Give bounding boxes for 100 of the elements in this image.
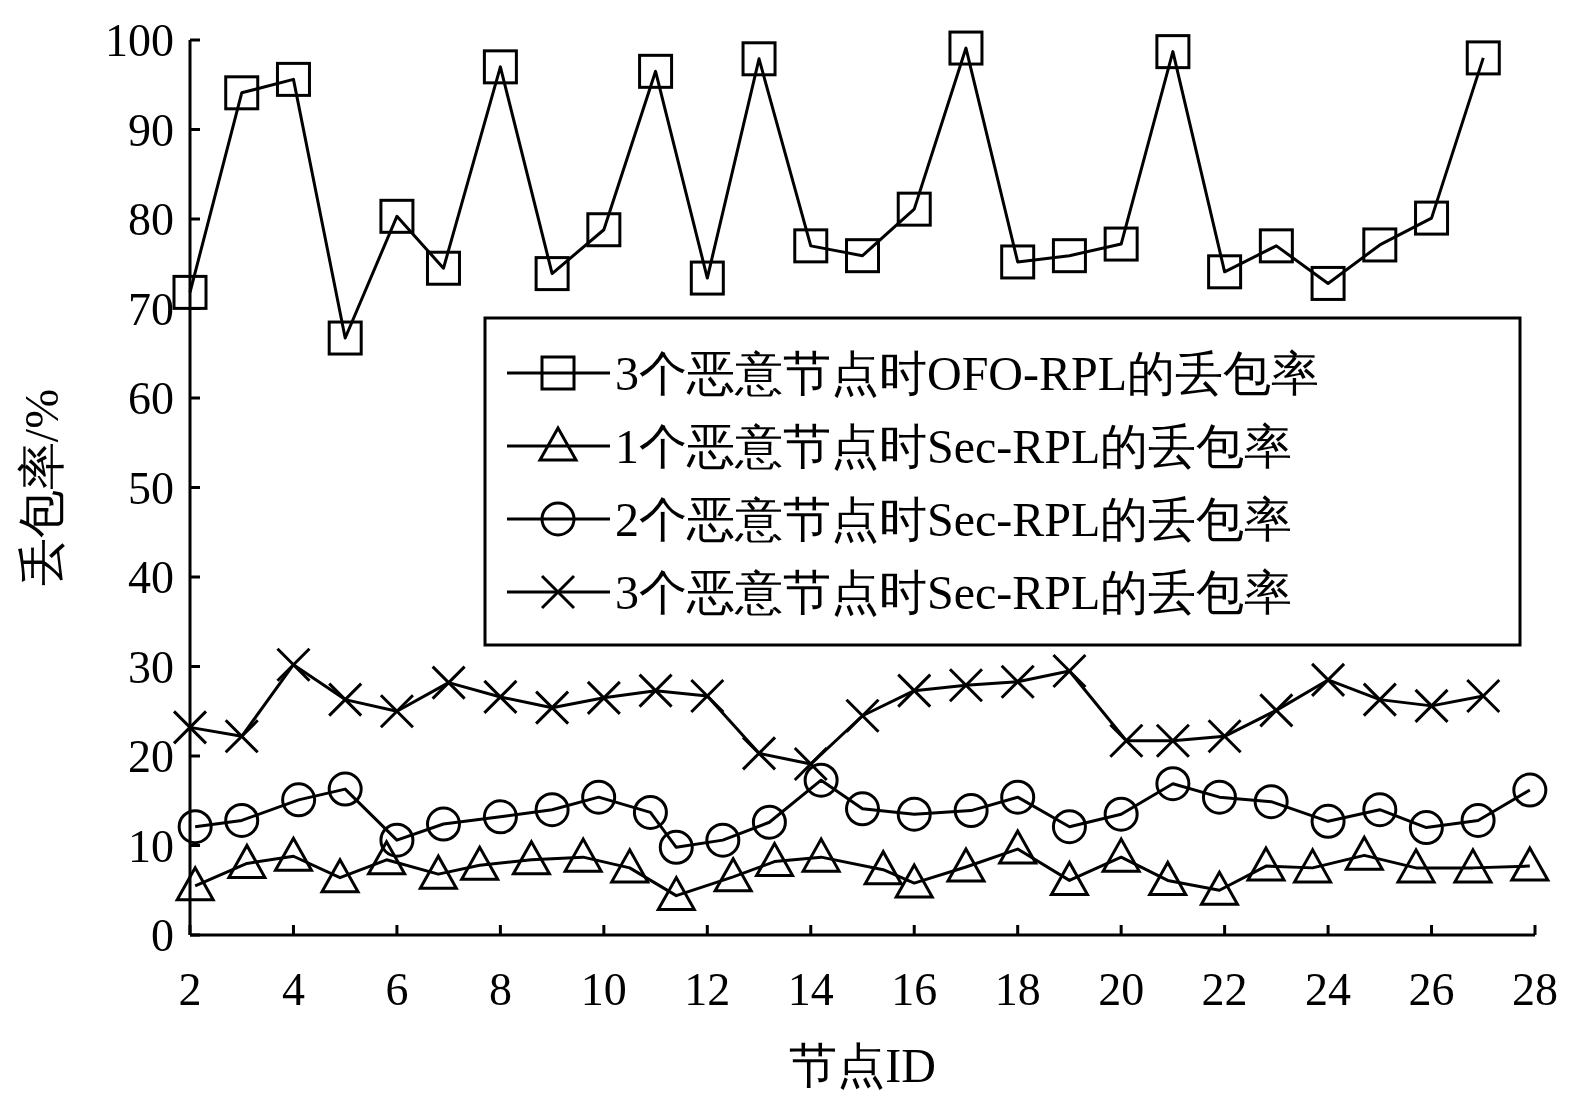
point [741, 41, 777, 77]
x-tick-label: 28 [1512, 964, 1558, 1015]
point [638, 53, 674, 89]
legend-label: 3个恶意节点时OFO-RPL的丢包率 [615, 347, 1320, 400]
point [425, 806, 461, 842]
point [751, 804, 787, 840]
point [1362, 792, 1398, 828]
point [863, 850, 903, 886]
point [1155, 723, 1191, 759]
point [275, 61, 311, 97]
point [586, 212, 622, 248]
point [1051, 238, 1087, 274]
point [896, 796, 932, 832]
x-axis-title: 节点ID [789, 1039, 936, 1092]
point [175, 866, 215, 902]
point [224, 718, 260, 754]
point [755, 842, 795, 878]
point [793, 228, 829, 264]
point [1396, 848, 1436, 884]
y-tick-label: 10 [128, 820, 174, 872]
point [610, 848, 650, 884]
point [845, 238, 880, 274]
point [1310, 265, 1346, 301]
point [431, 665, 467, 701]
point [586, 680, 622, 716]
point [581, 779, 617, 815]
x-tick-label: 8 [488, 964, 512, 1015]
point [1103, 796, 1139, 832]
point [713, 857, 753, 893]
point [1258, 228, 1294, 264]
x-tick-label: 2 [178, 964, 202, 1015]
point [1000, 779, 1036, 815]
point [1253, 784, 1289, 820]
y-tick-label: 70 [128, 283, 174, 335]
point [511, 840, 551, 876]
point [1000, 244, 1036, 280]
point [379, 693, 415, 729]
point [1000, 664, 1036, 700]
point [1258, 692, 1294, 728]
point [1201, 779, 1237, 815]
point [1207, 718, 1243, 754]
point [793, 746, 829, 782]
point [894, 863, 934, 899]
point [534, 256, 570, 292]
point [896, 673, 932, 709]
point [418, 854, 458, 890]
point [379, 198, 415, 234]
point [224, 75, 260, 111]
point [1408, 810, 1444, 846]
point [1155, 34, 1191, 70]
y-axis-title: 丢包率/% [15, 388, 68, 587]
y-tick-label: 60 [128, 373, 174, 424]
x-tick-label: 10 [580, 964, 627, 1015]
point [845, 698, 880, 734]
point [948, 30, 984, 66]
point [1293, 848, 1333, 884]
point [227, 843, 267, 879]
y-tick-label: 80 [128, 194, 174, 245]
point [534, 792, 570, 828]
x-tick-label: 16 [891, 964, 938, 1015]
point [1465, 40, 1501, 76]
x-tick-label: 24 [1305, 964, 1352, 1015]
point [1453, 848, 1493, 884]
point [801, 837, 841, 873]
point [425, 250, 461, 286]
point [1414, 688, 1450, 724]
x-tick-label: 12 [684, 964, 731, 1015]
point [172, 274, 208, 310]
point [1362, 682, 1398, 718]
point [320, 858, 360, 894]
x-tick-label: 22 [1201, 964, 1248, 1015]
point [638, 673, 674, 709]
y-tick-label: 100 [105, 15, 174, 66]
point [177, 809, 213, 845]
point [998, 829, 1038, 865]
y-tick-label: 20 [128, 731, 174, 782]
x-tick-label: 14 [787, 964, 834, 1015]
y-tick-label: 30 [128, 641, 174, 693]
point [1049, 860, 1089, 896]
point [1051, 653, 1087, 689]
x-tick-label: 20 [1098, 964, 1145, 1015]
point [1344, 835, 1384, 871]
point [1465, 678, 1501, 714]
y-tick-label: 50 [128, 462, 174, 514]
point [658, 829, 694, 865]
point [1460, 802, 1496, 838]
point [482, 799, 518, 835]
point [275, 647, 311, 683]
point [1310, 662, 1346, 698]
legend-label: 2个恶意节点时Sec-RPL的丢包率 [615, 493, 1293, 546]
point [327, 320, 363, 356]
point [896, 191, 932, 227]
y-tick-label: 40 [128, 552, 174, 603]
point [281, 782, 317, 818]
point [273, 836, 313, 872]
point [803, 762, 839, 798]
point [482, 49, 518, 85]
point [705, 822, 741, 858]
point [1148, 860, 1188, 896]
point [1207, 254, 1243, 290]
